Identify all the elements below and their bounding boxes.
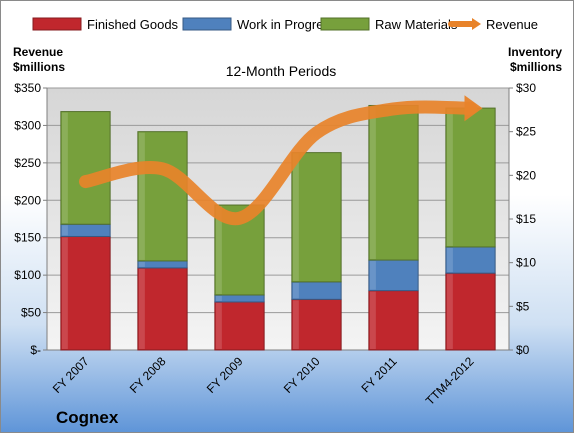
chart-subtitle: 12-Month Periods bbox=[226, 63, 337, 79]
bar-raw-materials bbox=[60, 111, 111, 225]
left-tick-label: $300 bbox=[14, 118, 41, 132]
company-name: Cognex bbox=[56, 408, 119, 427]
left-tick-label: $250 bbox=[14, 156, 41, 170]
bar-work-in-progress bbox=[214, 294, 265, 303]
bar-work-in-progress bbox=[60, 223, 111, 237]
legend-arrow-revenue bbox=[472, 18, 481, 30]
legend-label-finished-goods: Finished Goods bbox=[87, 17, 179, 32]
right-tick-label: $30 bbox=[516, 81, 536, 95]
bar-highlight bbox=[215, 295, 222, 301]
x-tick-label: TTM4-2012 bbox=[423, 354, 477, 408]
right-axis-title-line2: $millions bbox=[510, 60, 562, 74]
bar-finished-goods bbox=[368, 290, 419, 351]
left-tick-label: $100 bbox=[14, 268, 41, 282]
left-tick-label: $50 bbox=[21, 306, 41, 320]
left-tick-label: $350 bbox=[14, 81, 41, 95]
x-tick-label: FY 2011 bbox=[358, 354, 399, 395]
bar-raw-materials bbox=[368, 104, 419, 261]
left-tick-label: $200 bbox=[14, 193, 41, 207]
left-tick-label: $- bbox=[30, 343, 41, 357]
x-tick-label: FY 2007 bbox=[50, 354, 92, 396]
left-tick-label: $150 bbox=[14, 231, 41, 245]
plot-area bbox=[47, 88, 509, 350]
legend-swatch-work-in-progress bbox=[182, 17, 232, 31]
bar-raw-materials bbox=[137, 131, 188, 262]
right-tick-label: $25 bbox=[516, 125, 536, 139]
revenue-line bbox=[79, 100, 477, 226]
bar-highlight bbox=[215, 206, 222, 294]
revenue-line-layer bbox=[79, 95, 483, 226]
x-tick-label: FY 2009 bbox=[204, 354, 246, 396]
bar-finished-goods bbox=[137, 267, 188, 351]
bar-work-in-progress bbox=[137, 260, 188, 269]
bar-work-in-progress bbox=[445, 246, 496, 274]
bar-highlight bbox=[61, 112, 68, 224]
bar-highlight bbox=[138, 261, 145, 267]
revenue-arrowhead bbox=[464, 95, 483, 122]
legend-label-revenue: Revenue bbox=[486, 17, 538, 32]
legend-label-raw-materials: Raw Materials bbox=[375, 17, 458, 32]
bar-highlight bbox=[292, 153, 299, 281]
bar-highlight bbox=[369, 291, 376, 349]
bar-highlight bbox=[292, 300, 299, 349]
bar-finished-goods bbox=[214, 301, 265, 351]
right-axis-title-line1: Inventory bbox=[508, 45, 562, 59]
legend: Finished Goods Work in Progress Raw Materi… bbox=[32, 17, 538, 32]
bar-highlight bbox=[446, 274, 453, 349]
bars bbox=[60, 104, 496, 351]
bar-highlight bbox=[138, 268, 145, 349]
bar-work-in-progress bbox=[368, 259, 419, 292]
right-tick-label: $5 bbox=[516, 299, 530, 313]
bar-highlight bbox=[292, 282, 299, 299]
x-tick-label: FY 2010 bbox=[281, 354, 323, 396]
bar-raw-materials bbox=[445, 107, 496, 248]
legend-label-work-in-progress: Work in Progress bbox=[237, 17, 337, 32]
bar-highlight bbox=[138, 132, 145, 260]
bar-highlight bbox=[61, 225, 68, 236]
right-tick-label: $15 bbox=[516, 212, 536, 226]
bar-finished-goods bbox=[60, 235, 111, 351]
grid-lines bbox=[47, 87, 509, 351]
bar-raw-materials bbox=[291, 152, 342, 283]
bar-finished-goods bbox=[291, 298, 342, 351]
legend-swatch-finished-goods bbox=[32, 17, 82, 31]
bar-highlight bbox=[369, 106, 376, 260]
bar-work-in-progress bbox=[291, 281, 342, 300]
right-tick-label: $20 bbox=[516, 168, 536, 182]
right-tick-label: $0 bbox=[516, 343, 530, 357]
bar-highlight bbox=[61, 237, 68, 349]
legend-swatch-raw-materials bbox=[320, 17, 370, 31]
right-tick-label: $10 bbox=[516, 256, 536, 270]
bar-highlight bbox=[446, 109, 453, 246]
x-tick-label: FY 2008 bbox=[127, 354, 169, 396]
left-axis-title-line1: Revenue bbox=[13, 45, 63, 59]
bar-highlight bbox=[215, 302, 222, 349]
bar-highlight bbox=[369, 261, 376, 290]
left-axis-title-line2: $millions bbox=[13, 60, 65, 74]
bar-highlight bbox=[446, 247, 453, 273]
bar-finished-goods bbox=[445, 272, 496, 351]
